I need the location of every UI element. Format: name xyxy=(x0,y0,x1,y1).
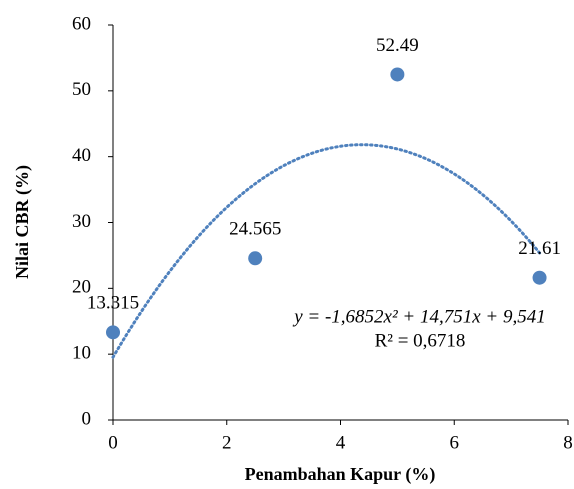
x-axis-title: Penambahan Kapur (%) xyxy=(245,464,436,485)
x-tick-label: 4 xyxy=(336,432,346,453)
y-tick-label: 20 xyxy=(72,277,91,298)
y-tick-label: 0 xyxy=(82,408,92,429)
data-label: 52.49 xyxy=(376,35,419,56)
point xyxy=(532,270,547,285)
x-tick-label: 6 xyxy=(450,432,460,453)
trendline xyxy=(111,143,542,359)
x-tick-label: 0 xyxy=(108,432,118,453)
x-tick-label: 2 xyxy=(222,432,232,453)
x-tick-label: 8 xyxy=(563,432,573,453)
point xyxy=(106,325,120,340)
y-tick-label: 50 xyxy=(72,79,91,100)
data-label: 13.315 xyxy=(87,293,139,314)
point xyxy=(390,67,405,82)
y-tick-label: 30 xyxy=(72,211,91,232)
y-tick-label: 40 xyxy=(72,145,91,166)
y-axis-title: Nilai CBR (%) xyxy=(12,165,33,279)
y-tick-label: 10 xyxy=(72,343,91,364)
data-label: 21.61 xyxy=(518,238,561,259)
trendline-r-squared: R² = 0,6718 xyxy=(375,330,466,351)
y-tick-label: 60 xyxy=(72,13,91,34)
point xyxy=(248,251,263,266)
trendline-equation: y = -1,6852x² + 14,751x + 9,541 xyxy=(292,306,546,327)
data-label: 24.565 xyxy=(229,219,281,240)
